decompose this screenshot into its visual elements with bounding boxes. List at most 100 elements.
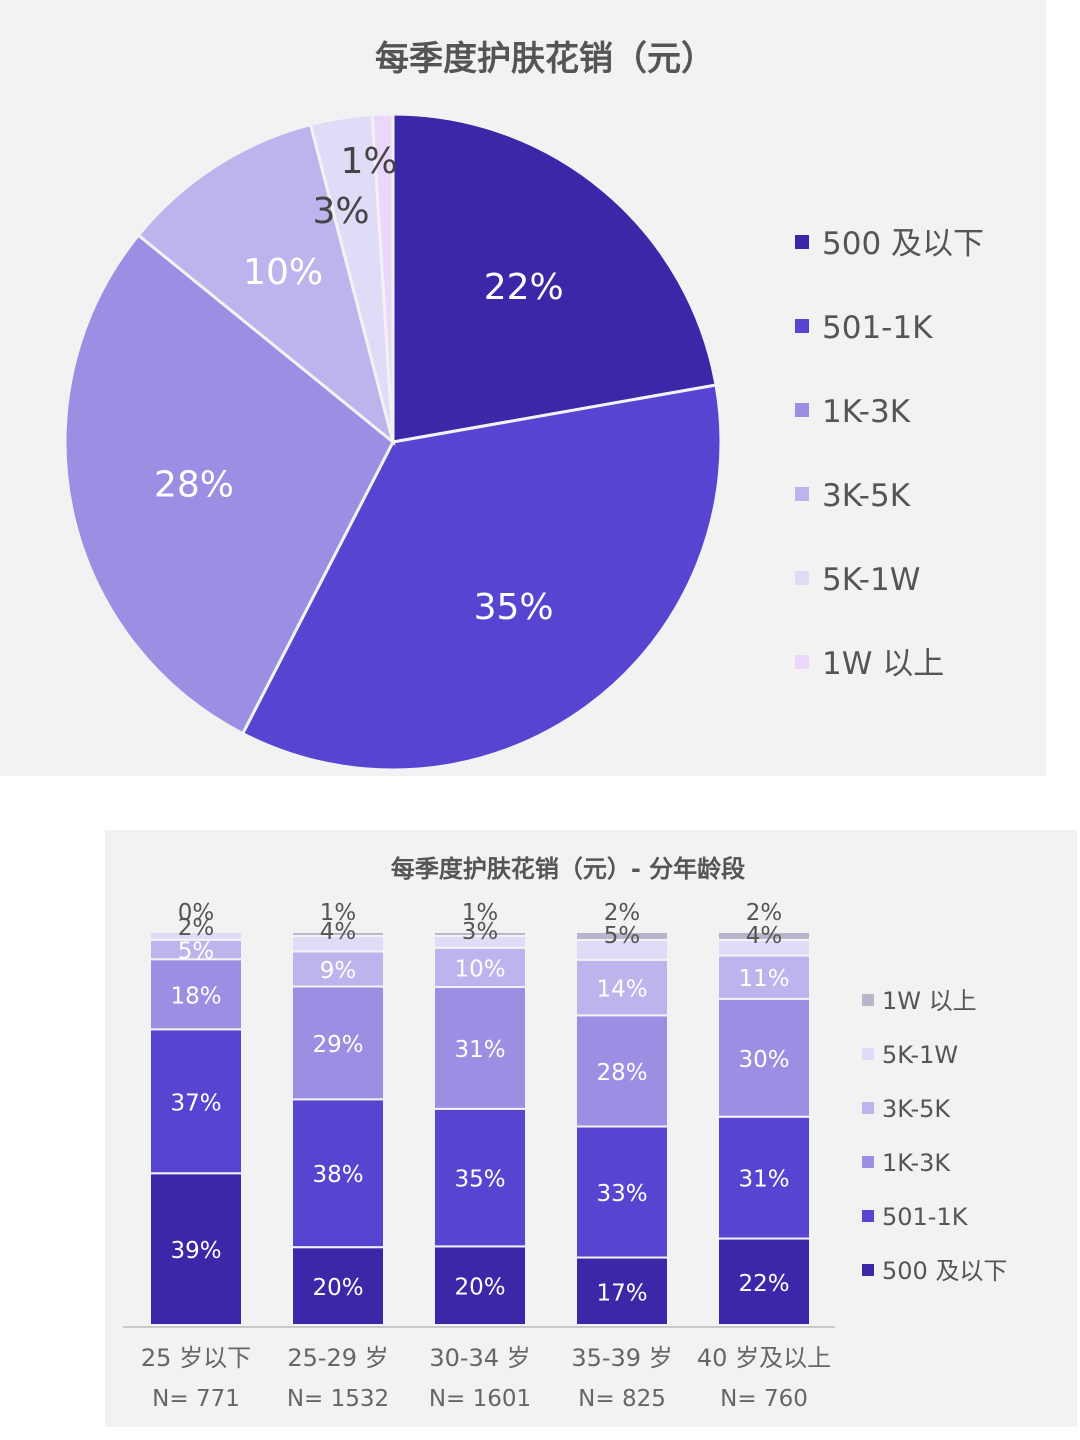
bar-segment-4-2 bbox=[717, 997, 811, 1118]
pie-slice-5 bbox=[370, 112, 395, 443]
x-tick-label-4: 40 岁及以上 bbox=[697, 1344, 831, 1372]
bar-label-0-2: 18% bbox=[170, 983, 221, 1009]
pie-legend-swatch-4 bbox=[795, 571, 809, 585]
pie-slice-label-2: 28% bbox=[154, 465, 234, 506]
pie-slice-label-0: 22% bbox=[484, 267, 564, 308]
pie-chart: 每季度护肤花销（元） 22% 35% 28% 10% 3% 1% 500 及以下 501-1… bbox=[63, 39, 984, 772]
pie-legend-swatch-2 bbox=[795, 403, 809, 417]
bar-legend-label-3: 1K-3K bbox=[882, 1149, 951, 1177]
bar-label-3-2: 28% bbox=[596, 1060, 647, 1086]
bar-legend-swatch-1 bbox=[862, 1048, 874, 1060]
bar-segment-1-0 bbox=[291, 1246, 385, 1326]
bar-legend-label-5: 500 及以下 bbox=[882, 1257, 1007, 1285]
bar-label-0-4: 2% bbox=[178, 915, 215, 941]
pie-slice-0 bbox=[391, 112, 718, 444]
pie-legend-label-3: 3K-5K bbox=[822, 478, 911, 514]
bar-legend-label-1: 5K-1W bbox=[882, 1041, 958, 1069]
bar-legend-label-0: 1W 以上 bbox=[882, 987, 977, 1015]
bar-label-4-1: 31% bbox=[738, 1167, 789, 1193]
pie-legend-label-5: 1W 以上 bbox=[822, 646, 944, 682]
bar-legend-label-2: 3K-5K bbox=[882, 1095, 951, 1123]
bar-segment-4-3 bbox=[717, 954, 811, 1000]
bar-segment-4-0 bbox=[717, 1237, 811, 1327]
x-sample-size-3: N= 825 bbox=[578, 1386, 666, 1412]
bar-label-0-0: 39% bbox=[170, 1238, 221, 1264]
bar-label-1-5: 1% bbox=[320, 900, 357, 926]
bar-segment-1-2 bbox=[291, 985, 385, 1101]
bar-label-2-3: 10% bbox=[454, 956, 505, 982]
pie-slice-1 bbox=[240, 383, 723, 772]
bar-segment-3-2 bbox=[575, 1014, 669, 1128]
bar-label-3-5: 2% bbox=[604, 900, 641, 926]
bar-legend-swatch-5 bbox=[862, 1264, 874, 1276]
bar-legend-swatch-0 bbox=[862, 994, 874, 1006]
bar-segment-1-3 bbox=[291, 950, 385, 988]
bar-label-1-3: 9% bbox=[320, 958, 357, 984]
bar-label-1-0: 20% bbox=[312, 1275, 363, 1301]
bar-segment-3-1 bbox=[575, 1125, 669, 1259]
bar-label-2-1: 35% bbox=[454, 1167, 505, 1193]
bar-legend-swatch-3 bbox=[862, 1156, 874, 1168]
pie-legend-label-1: 501-1K bbox=[822, 310, 933, 346]
pie-slice-label-4: 3% bbox=[312, 191, 369, 232]
bar-segment-4-5 bbox=[717, 931, 811, 941]
bar-label-4-5: 2% bbox=[746, 900, 783, 926]
bar-label-4-3: 11% bbox=[738, 966, 789, 992]
bar-segment-2-1 bbox=[433, 1107, 527, 1248]
bar-label-4-4: 4% bbox=[746, 923, 783, 949]
bar-segment-3-0 bbox=[575, 1256, 669, 1326]
x-sample-size-1: N= 1532 bbox=[287, 1386, 389, 1412]
pie-slice-3 bbox=[136, 122, 396, 447]
bar-label-0-5: 0% bbox=[178, 900, 215, 926]
bar-label-2-0: 20% bbox=[454, 1275, 505, 1301]
x-sample-size-2: N= 1601 bbox=[429, 1386, 531, 1412]
x-tick-label-3: 35-39 岁 bbox=[571, 1344, 672, 1372]
bar-legend-swatch-2 bbox=[862, 1102, 874, 1114]
pie-legend-label-0: 500 及以下 bbox=[822, 226, 984, 262]
bar-label-0-3: 5% bbox=[178, 939, 215, 965]
bar-label-3-3: 14% bbox=[596, 977, 647, 1003]
bar-chart-panel: 每季度护肤花销（元）- 分年龄段 39% 37% 18% 5% 2% 0% 20% 38% 29… bbox=[105, 830, 1077, 1427]
x-sample-size-4: N= 760 bbox=[720, 1386, 808, 1412]
bar-label-1-1: 38% bbox=[312, 1162, 363, 1188]
bar-label-1-2: 29% bbox=[312, 1032, 363, 1058]
bar-chart-title: 每季度护肤花销（元）- 分年龄段 bbox=[391, 855, 745, 883]
pie-legend-swatch-3 bbox=[795, 487, 809, 501]
bar-label-3-1: 33% bbox=[596, 1181, 647, 1207]
x-tick-label-2: 30-34 岁 bbox=[429, 1344, 530, 1372]
bar-segment-4-1 bbox=[717, 1115, 811, 1240]
pie-slice-label-1: 35% bbox=[474, 587, 554, 628]
bar-label-2-4: 3% bbox=[462, 919, 499, 945]
x-tick-label-0: 25 岁以下 bbox=[141, 1344, 251, 1372]
pie-slice-label-3: 10% bbox=[243, 252, 323, 293]
bar-segment-1-1 bbox=[291, 1098, 385, 1249]
pie-slice-2 bbox=[63, 233, 395, 736]
bar-label-3-4: 5% bbox=[604, 923, 641, 949]
pie-legend-swatch-5 bbox=[795, 655, 809, 669]
pie-legend-label-4: 5K-1W bbox=[822, 562, 920, 598]
bar-segment-3-5 bbox=[575, 931, 669, 941]
pie-legend-swatch-0 bbox=[795, 235, 809, 249]
bar-label-1-4: 4% bbox=[320, 919, 357, 945]
bar-segment-3-3 bbox=[575, 958, 669, 1017]
stacked-bar-chart: 每季度护肤花销（元）- 分年龄段 39%37%18%5%2%0%20%38%29… bbox=[123, 855, 1007, 1412]
x-sample-size-0: N= 771 bbox=[152, 1386, 240, 1412]
pie-chart-panel: 每季度护肤花销（元） 22% 35% 28% 10% 3% 1% 500 及以下 501-1… bbox=[0, 0, 1046, 776]
bar-segment-0-4 bbox=[149, 931, 243, 941]
bar-segment-2-0 bbox=[433, 1245, 527, 1326]
pie-slice-label-5: 1% bbox=[340, 141, 397, 182]
bar-segment-2-2 bbox=[433, 986, 527, 1110]
bar-label-3-0: 17% bbox=[596, 1280, 647, 1306]
pie-legend-label-2: 1K-3K bbox=[822, 394, 911, 430]
bar-legend-label-4: 501-1K bbox=[882, 1203, 969, 1231]
bar-label-4-2: 30% bbox=[738, 1047, 789, 1073]
bar-segment-1-5 bbox=[291, 931, 385, 937]
bar-label-2-5: 1% bbox=[462, 900, 499, 926]
bar-segment-2-5 bbox=[433, 931, 527, 937]
bar-label-4-0: 22% bbox=[738, 1271, 789, 1297]
pie-legend-swatch-1 bbox=[795, 319, 809, 333]
bar-label-2-2: 31% bbox=[454, 1037, 505, 1063]
pie-chart-title: 每季度护肤花销（元） bbox=[375, 39, 715, 79]
x-tick-label-1: 25-29 岁 bbox=[287, 1344, 388, 1372]
bar-legend-swatch-4 bbox=[862, 1210, 874, 1222]
